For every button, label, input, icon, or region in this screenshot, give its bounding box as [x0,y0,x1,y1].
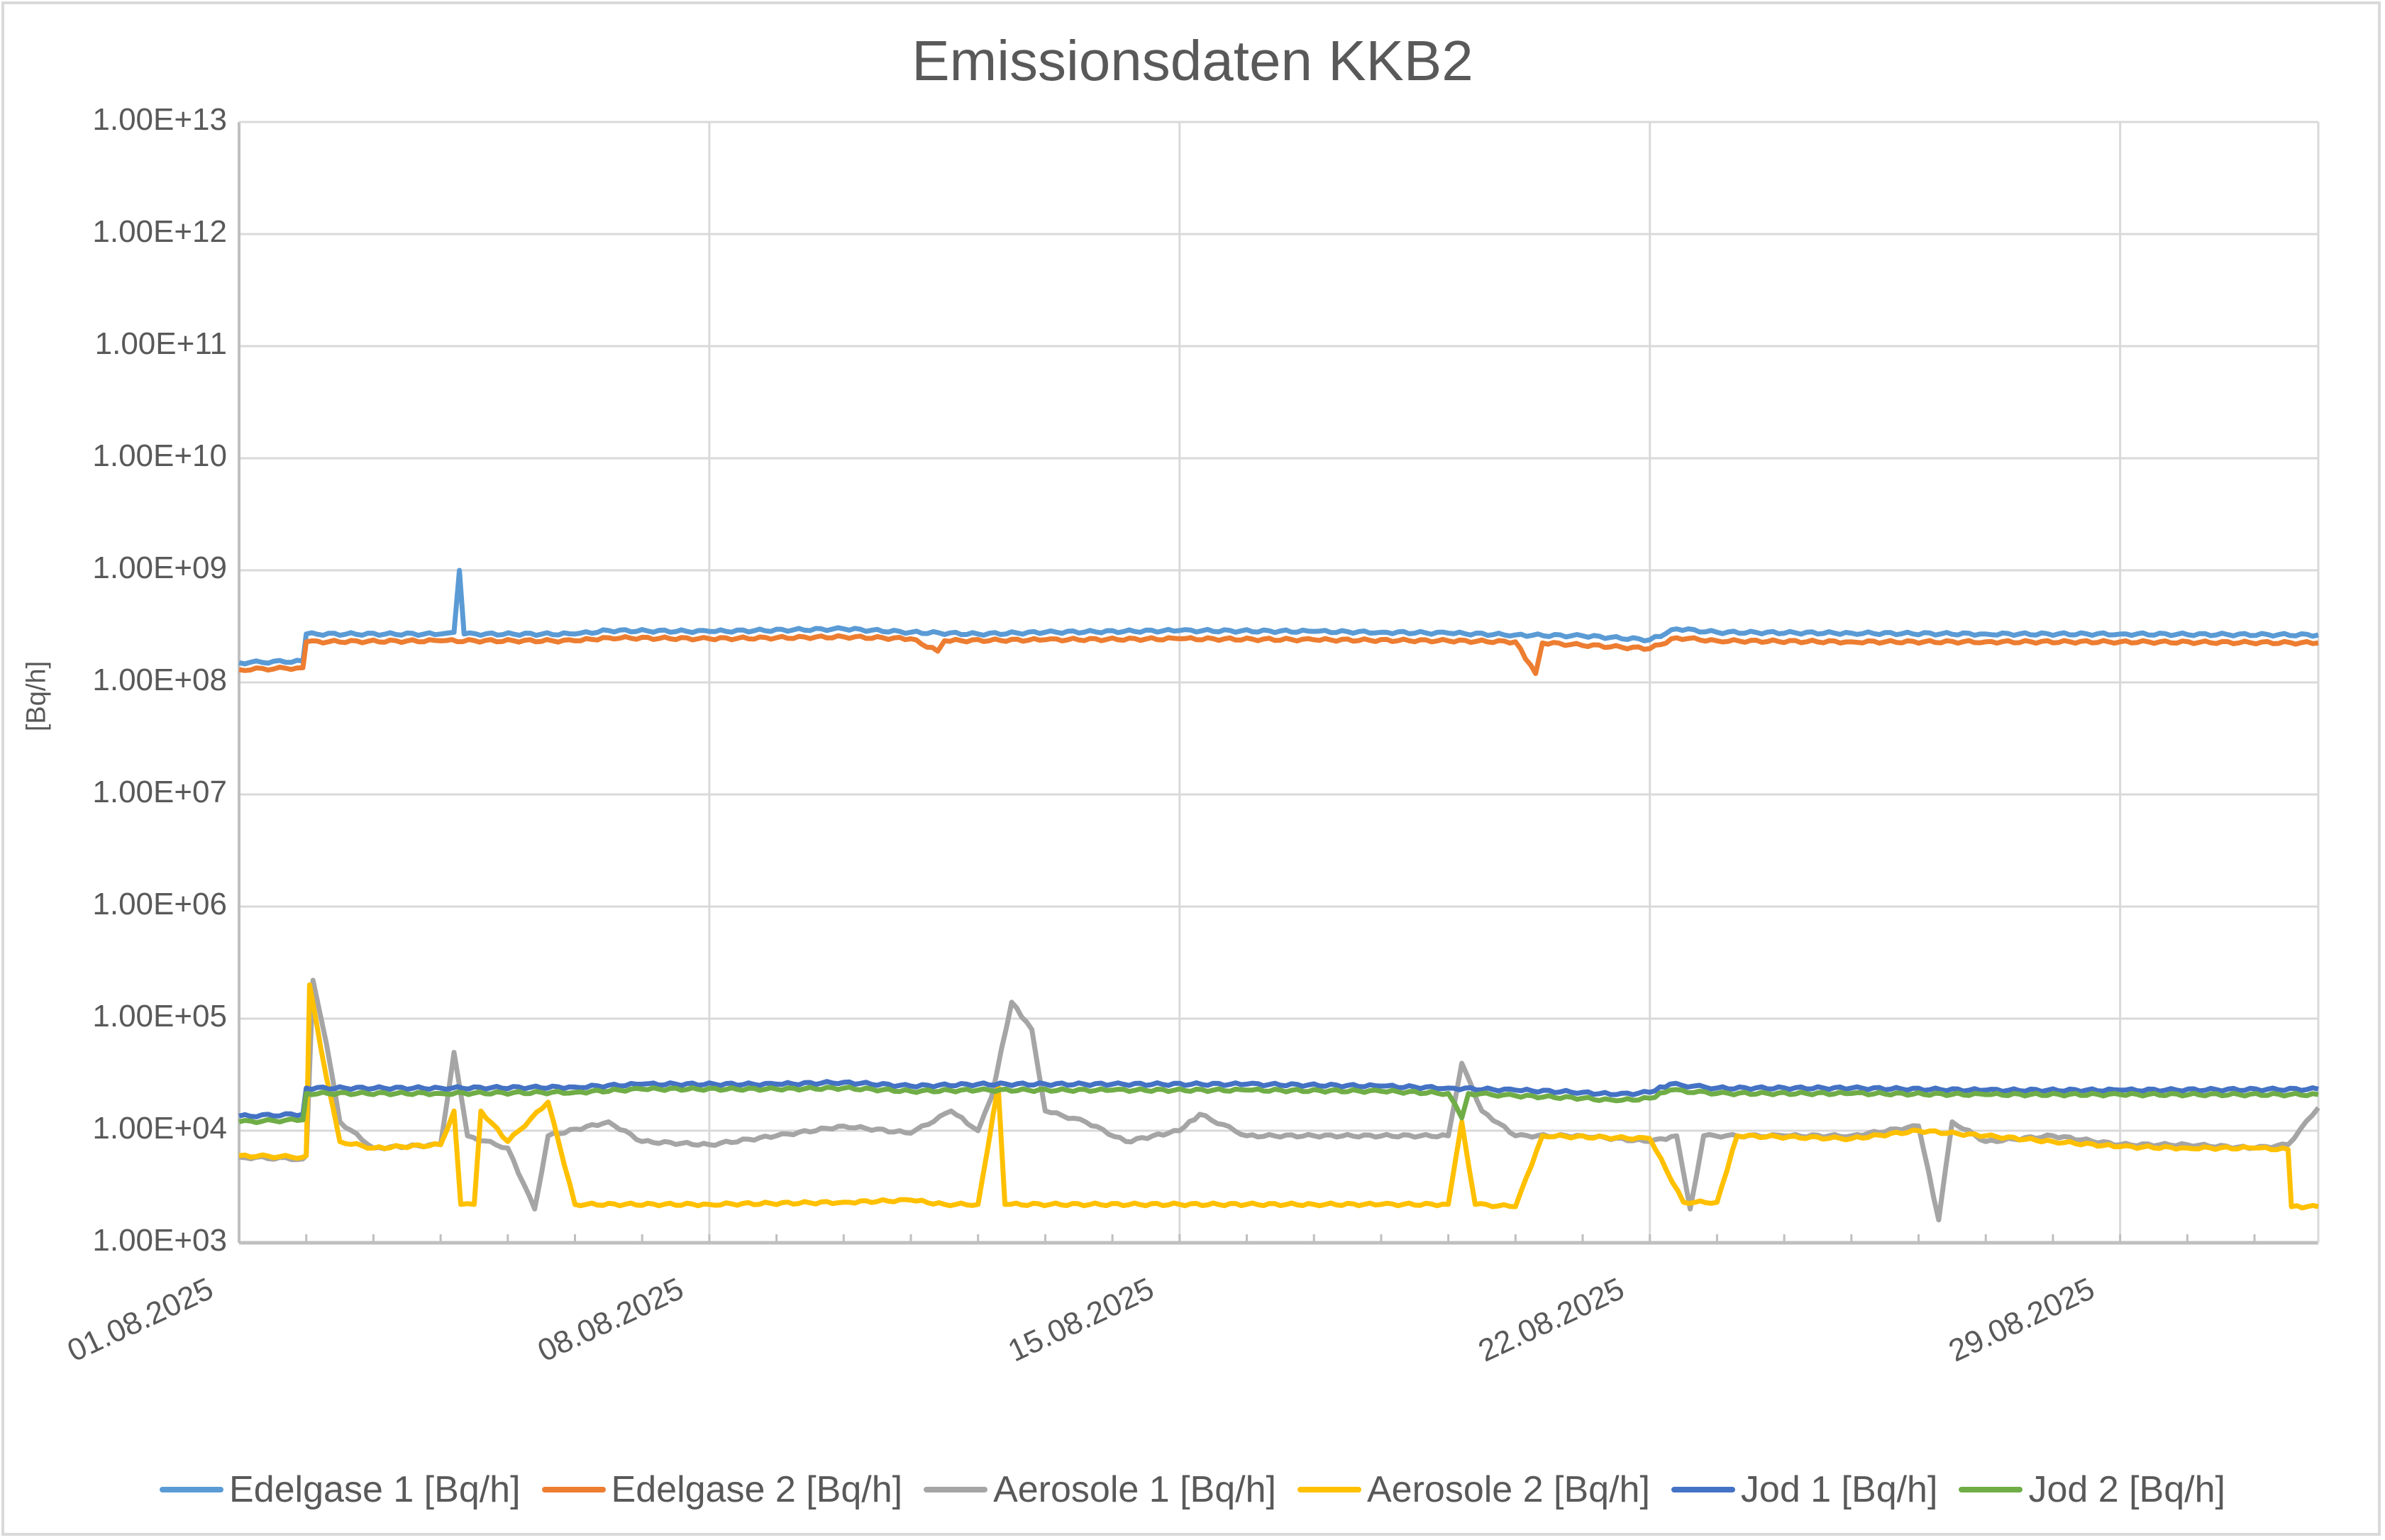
legend-label: Aerosole 1 [Bq/h] [993,1469,1276,1510]
legend-label: Edelgase 1 [Bq/h] [229,1469,521,1510]
y-tick-label: 1.00E+03 [92,1223,227,1258]
series-line [238,982,2319,1211]
series-line [238,1085,2319,1126]
legend-swatch-icon [541,1487,606,1492]
series-line [238,567,2319,667]
legend-swatch-icon [1297,1487,1361,1492]
chart-title: Emissionsdaten KKB2 [912,29,1473,92]
y-tick-label: 1.00E+11 [94,326,227,361]
legend-label: Aerosole 2 [Bq/h] [1366,1469,1650,1510]
legend-item: Aerosole 2 [Bq/h] [1297,1468,1650,1511]
y-tick-label: 1.00E+04 [92,1111,227,1146]
legend-item: Jod 2 [Bq/h] [1959,1468,2225,1511]
y-tick-label: 1.00E+09 [92,550,227,585]
legend-item: Edelgase 1 [Bq/h] [160,1468,521,1511]
y-tick-label: 1.00E+12 [92,214,227,249]
legend-item: Aerosole 1 [Bq/h] [924,1468,1276,1511]
series-line [238,1079,2319,1119]
y-tick-label: 1.00E+08 [92,663,227,697]
legend-swatch-icon [160,1487,224,1492]
y-tick-label: 1.00E+07 [92,775,227,809]
legend-swatch-icon [924,1487,988,1492]
legend-label: Jod 1 [Bq/h] [1740,1469,1938,1510]
legend-label: Edelgase 2 [Bq/h] [611,1469,903,1510]
series-line [238,977,2320,1223]
legend-item: Edelgase 2 [Bq/h] [541,1468,903,1511]
series-line [238,633,2319,676]
legend-label: Jod 2 [Bq/h] [2028,1469,2225,1510]
y-tick-label: 1.00E+05 [92,999,227,1034]
legend-item: Jod 1 [Bq/h] [1671,1468,1938,1511]
legend: Edelgase 1 [Bq/h] Edelgase 2 [Bq/h] Aeroso… [0,1468,2385,1511]
legend-swatch-icon [1671,1487,1735,1492]
legend-swatch-icon [1959,1487,2023,1492]
y-tick-label: 1.00E+13 [92,102,227,137]
y-tick-label: 1.00E+10 [92,438,227,473]
y-tick-label: 1.00E+06 [92,887,227,921]
